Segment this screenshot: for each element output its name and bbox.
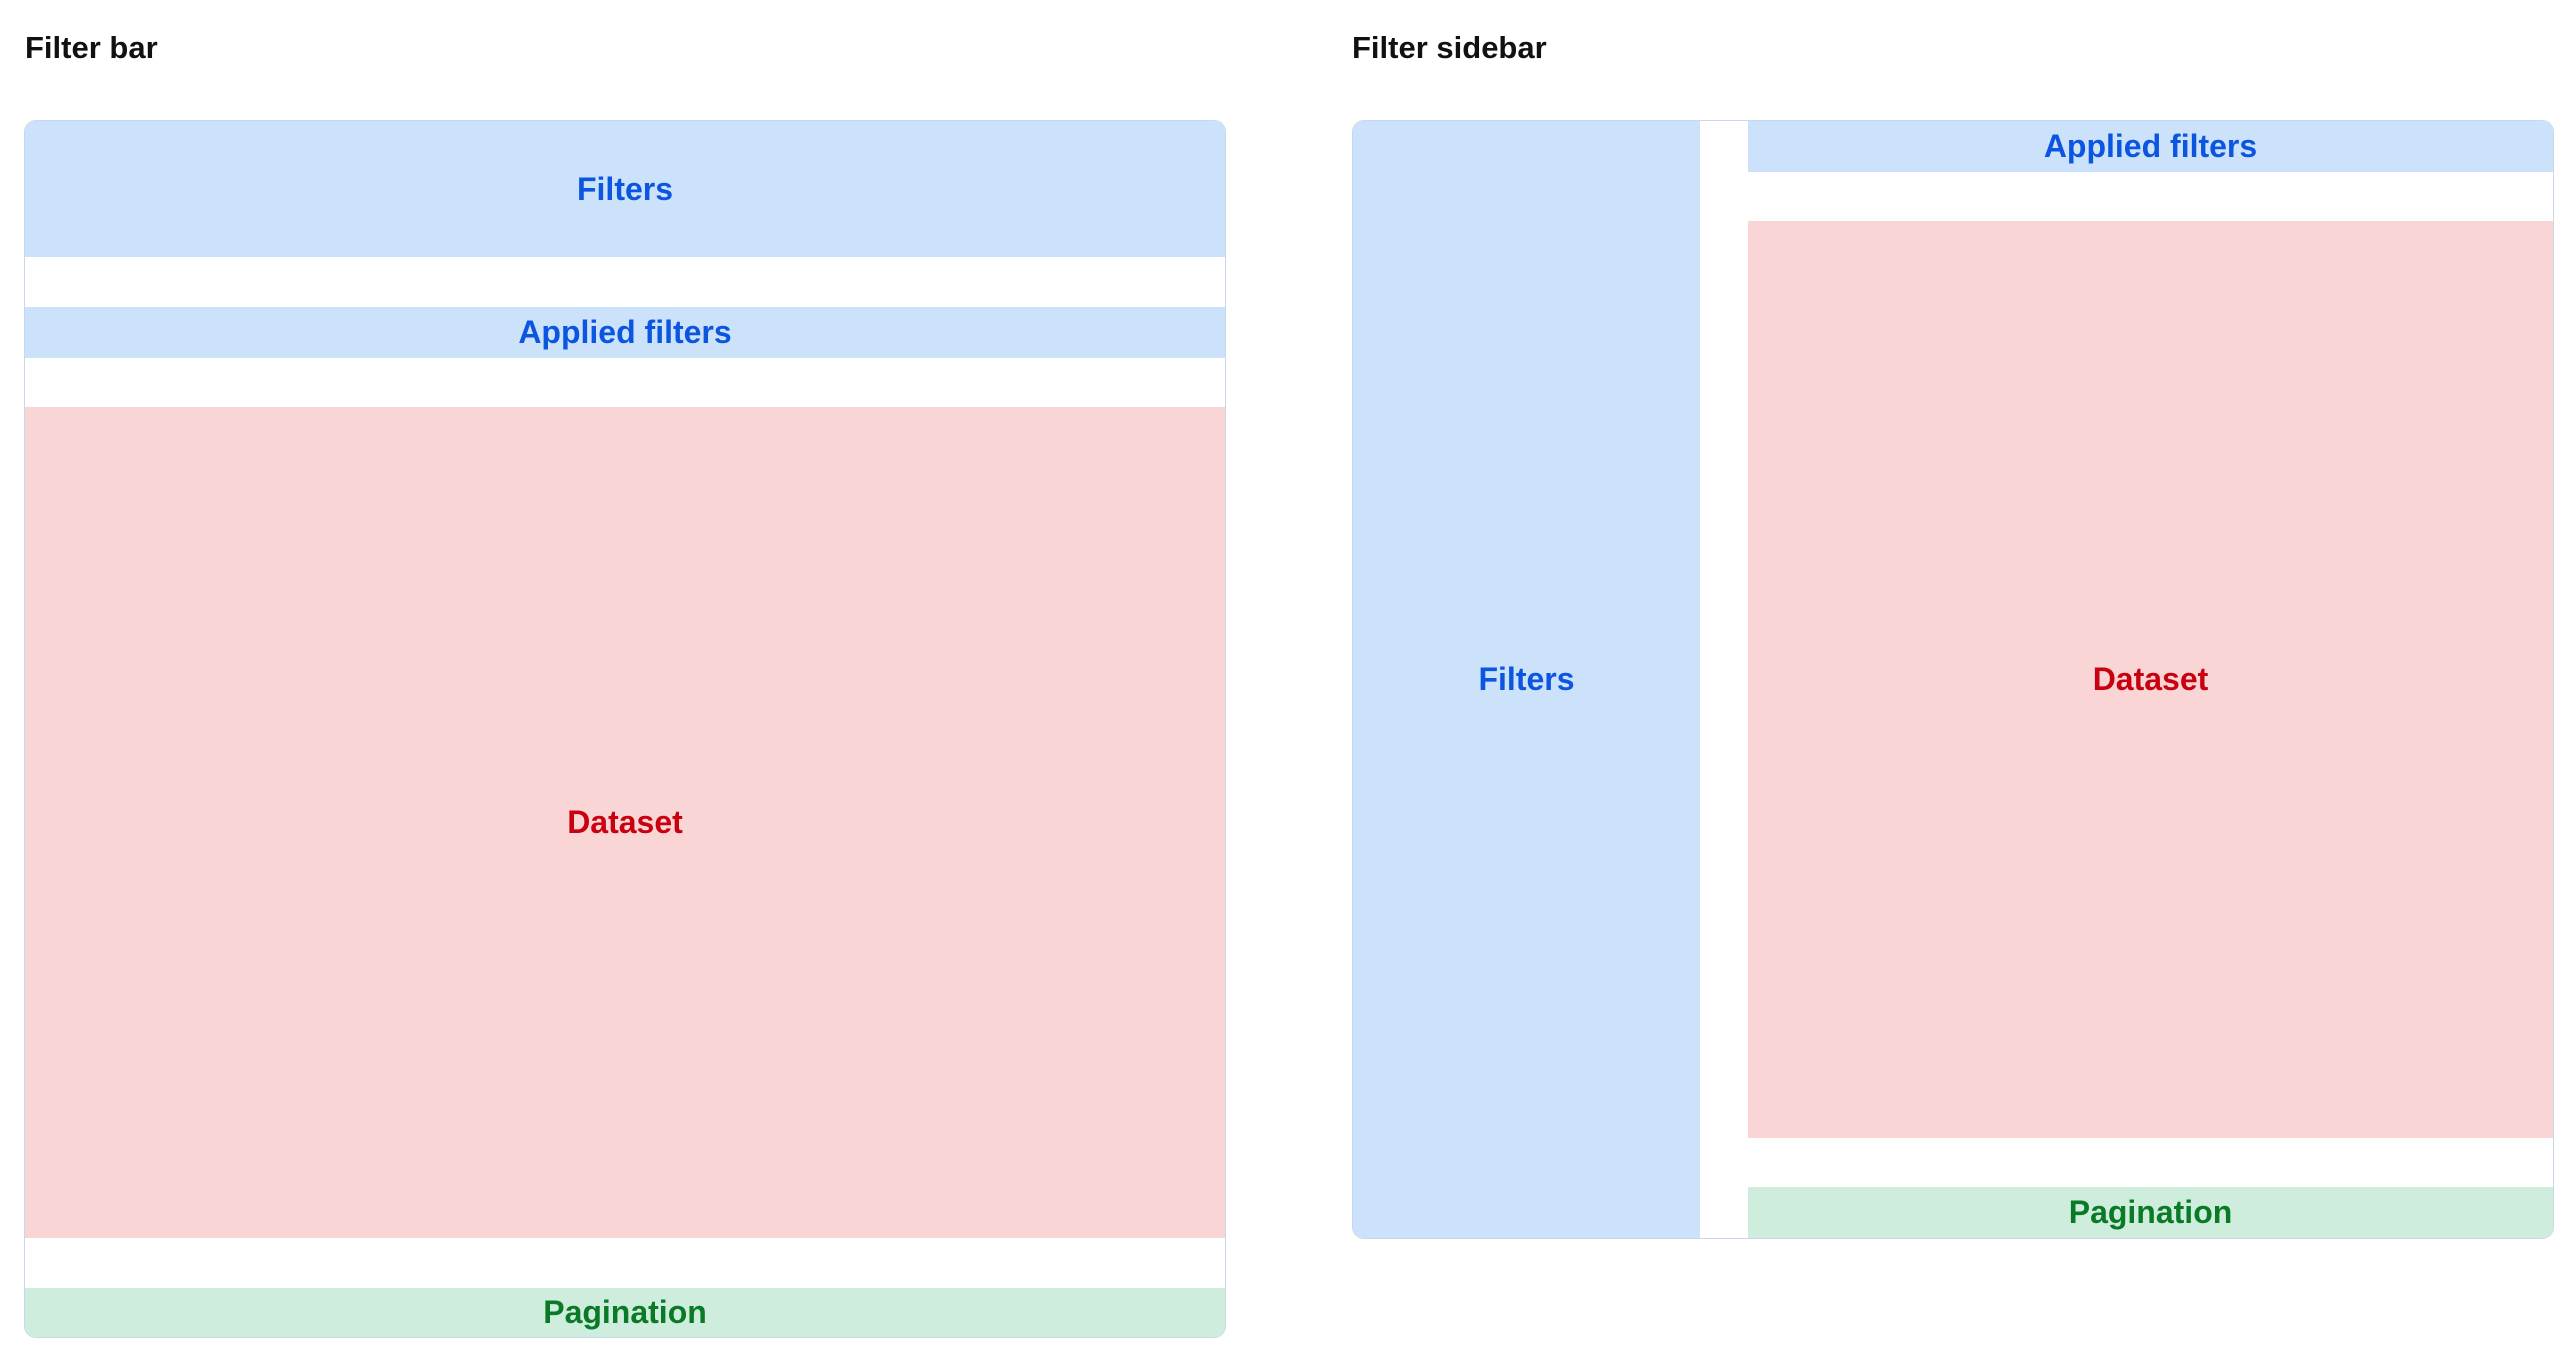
filters-block: Filters xyxy=(25,121,1225,257)
dataset-block: Dataset xyxy=(25,407,1225,1238)
dataset-block: Dataset xyxy=(1748,221,2553,1138)
pagination-block: Pagination xyxy=(1748,1187,2553,1238)
filter-sidebar-title: Filter sidebar xyxy=(1352,30,1547,65)
filter-bar-layout: Filters Applied filters Dataset Paginati… xyxy=(24,120,1226,1338)
applied-filters-block: Applied filters xyxy=(1748,121,2553,172)
filter-sidebar-layout: Filters Applied filters Dataset Paginati… xyxy=(1352,120,2554,1239)
filter-bar-title: Filter bar xyxy=(25,30,158,65)
filters-block: Filters xyxy=(1353,121,1700,1238)
pagination-block: Pagination xyxy=(25,1288,1225,1337)
applied-filters-block: Applied filters xyxy=(25,307,1225,358)
